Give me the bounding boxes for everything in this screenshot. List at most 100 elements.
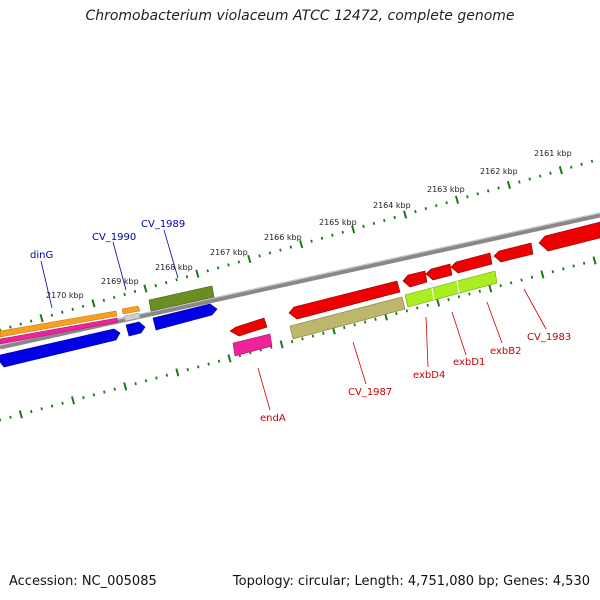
inner-scale-tick [374,317,377,321]
endA-pink-feature [232,333,273,357]
outer-scale-tick [81,304,85,308]
outer-scale-tick [580,162,583,166]
inner-scale-tick [217,359,221,363]
outer-scale-tick [570,165,573,169]
outer-scale-tick [195,269,200,278]
outer-scale-tick [393,215,396,220]
scale-label-2165: 2165 kbp [319,218,357,227]
orange-feature-band [0,310,118,338]
inner-scale-tick [175,368,180,377]
scale-label-2161: 2161 kbp [534,149,572,158]
inner-scale-ticks [0,256,597,422]
gene-exbD4-arrow [402,270,428,288]
inner-scale-tick [165,373,169,377]
inner-scale-tick [186,368,189,372]
outer-scale-tick [424,207,428,211]
outer-scale-tick [39,314,44,323]
outer-scale-tick [154,284,158,288]
outer-scale-tick [61,310,64,314]
outer-scale-tick [372,221,376,226]
pink-feature-band [0,317,119,345]
inner-scale-tick [207,362,210,366]
outer-scale-tick [518,180,521,184]
gene-label-endA: endA [260,413,286,424]
inner-scale-tick [301,337,304,341]
CV_1987-label-line [352,341,367,385]
gene-CV_1983-arrow [538,221,600,252]
scale-label-2163: 2163 kbp [427,185,465,194]
exbB2-label-line [486,301,503,344]
scale-label-2167: 2167 kbp [210,248,248,257]
dinG-label-line [40,260,53,309]
inner-scale-tick [227,354,232,363]
olive-feature [148,285,215,312]
endA-label-line [257,367,271,411]
outer-scale-tick [299,240,304,249]
outer-scale-tick [310,239,313,243]
gray-feature-small [123,312,141,322]
inner-scale-tick [279,340,284,349]
outer-scale-tick [466,195,469,199]
scale-label-2170: 2170 kbp [46,291,84,300]
inner-scale-tick [572,264,575,268]
inner-scale-tick [488,284,493,293]
inner-scale-tick [405,309,409,313]
inner-scale-tick [342,326,346,330]
inner-scale-tick [436,298,441,307]
outer-scale-tick [558,166,563,175]
genome-summary-text: Topology: circular; Length: 4,751,080 bp… [232,574,590,589]
outer-scale-tick [549,171,552,175]
lime-feature-divider [456,280,460,294]
inner-scale-tick [92,393,96,397]
inner-scale-tick [426,303,429,307]
outer-scale-tick [403,210,408,219]
inner-scale-tick [50,404,54,408]
orange-feature-small [121,305,141,315]
outer-scale-tick [486,189,490,193]
outer-scale-tick [133,289,137,294]
gene-CV_1983a-arrow [493,242,534,263]
outer-scale-tick [237,260,241,264]
scale-label-2168: 2168 kbp [155,263,193,272]
outer-scale-tick [279,248,282,252]
outer-scale-tick [320,236,324,240]
outer-scale-tick [143,284,148,293]
map-title: Chromobacterium violaceum ATCC 12472, co… [85,8,515,24]
inner-scale-tick [551,270,555,274]
inner-scale-tick [562,267,565,271]
gene-CV_1990-arrow [125,321,146,337]
inner-scale-tick [582,261,586,265]
scale-label-2169: 2169 kbp [101,277,139,286]
outer-scale-tick [71,307,74,311]
inner-scale-tick [395,312,398,316]
gene-exbD1-arrow [425,263,453,281]
inner-scale-tick [144,379,148,383]
outer-scale-tick [341,230,345,234]
outer-scale-tick [383,218,386,223]
outer-scale-tick [175,278,178,282]
inner-scale-tick [468,292,471,296]
inner-scale-tick [520,278,523,282]
outer-scale-tick [268,251,272,255]
outer-scale-tick [50,313,54,317]
lime-feature [404,270,498,308]
outer-scale-tick [216,266,220,270]
gene-endA-arrow [229,317,268,337]
inner-scale-tick [40,407,43,411]
inner-scale-tick [311,334,315,338]
inner-scale-tick [447,298,450,302]
gene-CV_1989-arrow [152,303,218,331]
inner-scale-tick [196,365,200,369]
outer-scale-tick [247,254,252,264]
outer-scale-tick [590,159,594,163]
inner-scale-tick [509,281,513,285]
outer-scale-tick [445,201,448,205]
scale-label-2162: 2162 kbp [480,167,518,176]
inner-scale-tick [9,415,12,419]
inner-scale-tick [134,382,137,386]
outer-scale-tick [289,245,293,249]
exbD4-label-line [425,316,429,368]
outer-scale-tick [102,298,106,302]
outer-scale-tick [227,263,230,267]
outer-scale-tick [538,174,542,178]
